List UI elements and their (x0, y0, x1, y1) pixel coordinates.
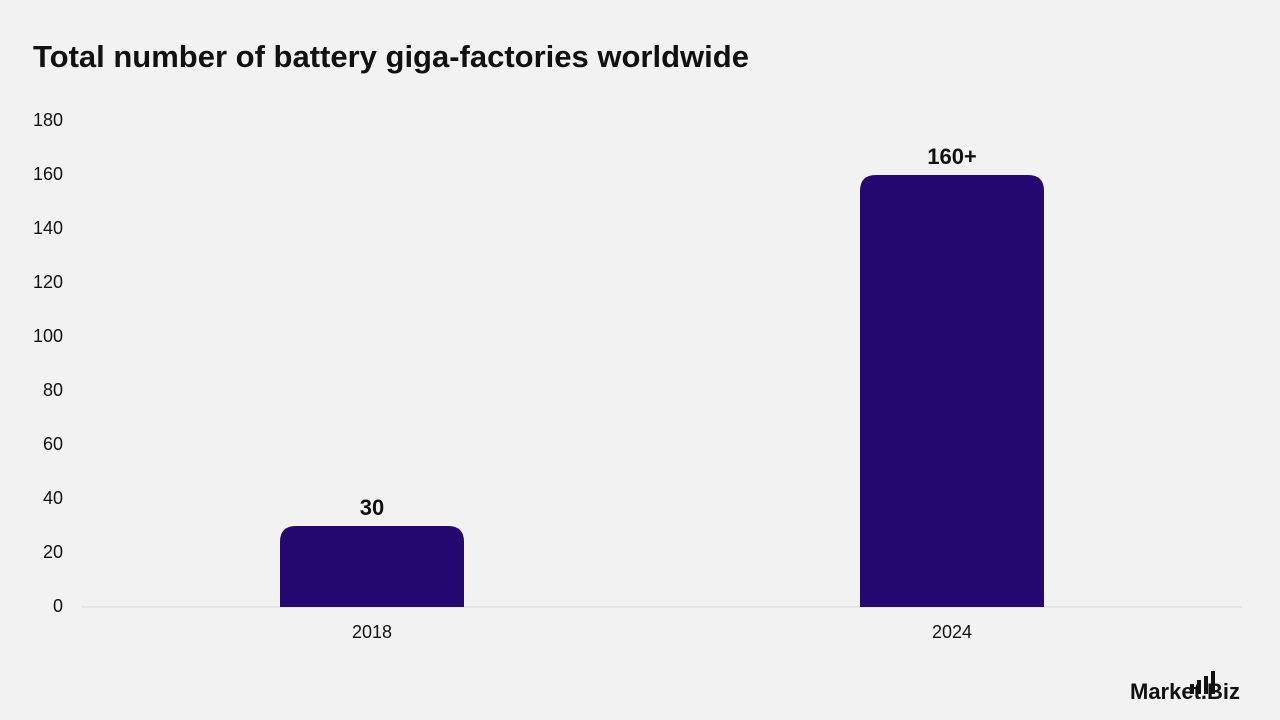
y-tick-label: 80 (43, 380, 63, 400)
bar (860, 175, 1044, 607)
logo: Market.Biz (1130, 679, 1240, 704)
y-tick-label: 0 (53, 596, 63, 616)
x-tick-label: 2018 (352, 622, 392, 642)
y-tick-label: 140 (33, 218, 63, 238)
x-tick-label: 2024 (932, 622, 972, 642)
bar (280, 526, 464, 607)
y-tick-label: 40 (43, 488, 63, 508)
y-tick-label: 180 (33, 110, 63, 130)
y-tick-label: 60 (43, 434, 63, 454)
chart-title: Total number of battery giga-factories w… (33, 39, 749, 74)
y-tick-label: 100 (33, 326, 63, 346)
y-tick-label: 20 (43, 542, 63, 562)
value-label: 30 (360, 495, 384, 520)
y-tick-label: 160 (33, 164, 63, 184)
y-tick-label: 120 (33, 272, 63, 292)
logo-icon (1190, 671, 1215, 694)
value-label: 160+ (927, 144, 977, 169)
